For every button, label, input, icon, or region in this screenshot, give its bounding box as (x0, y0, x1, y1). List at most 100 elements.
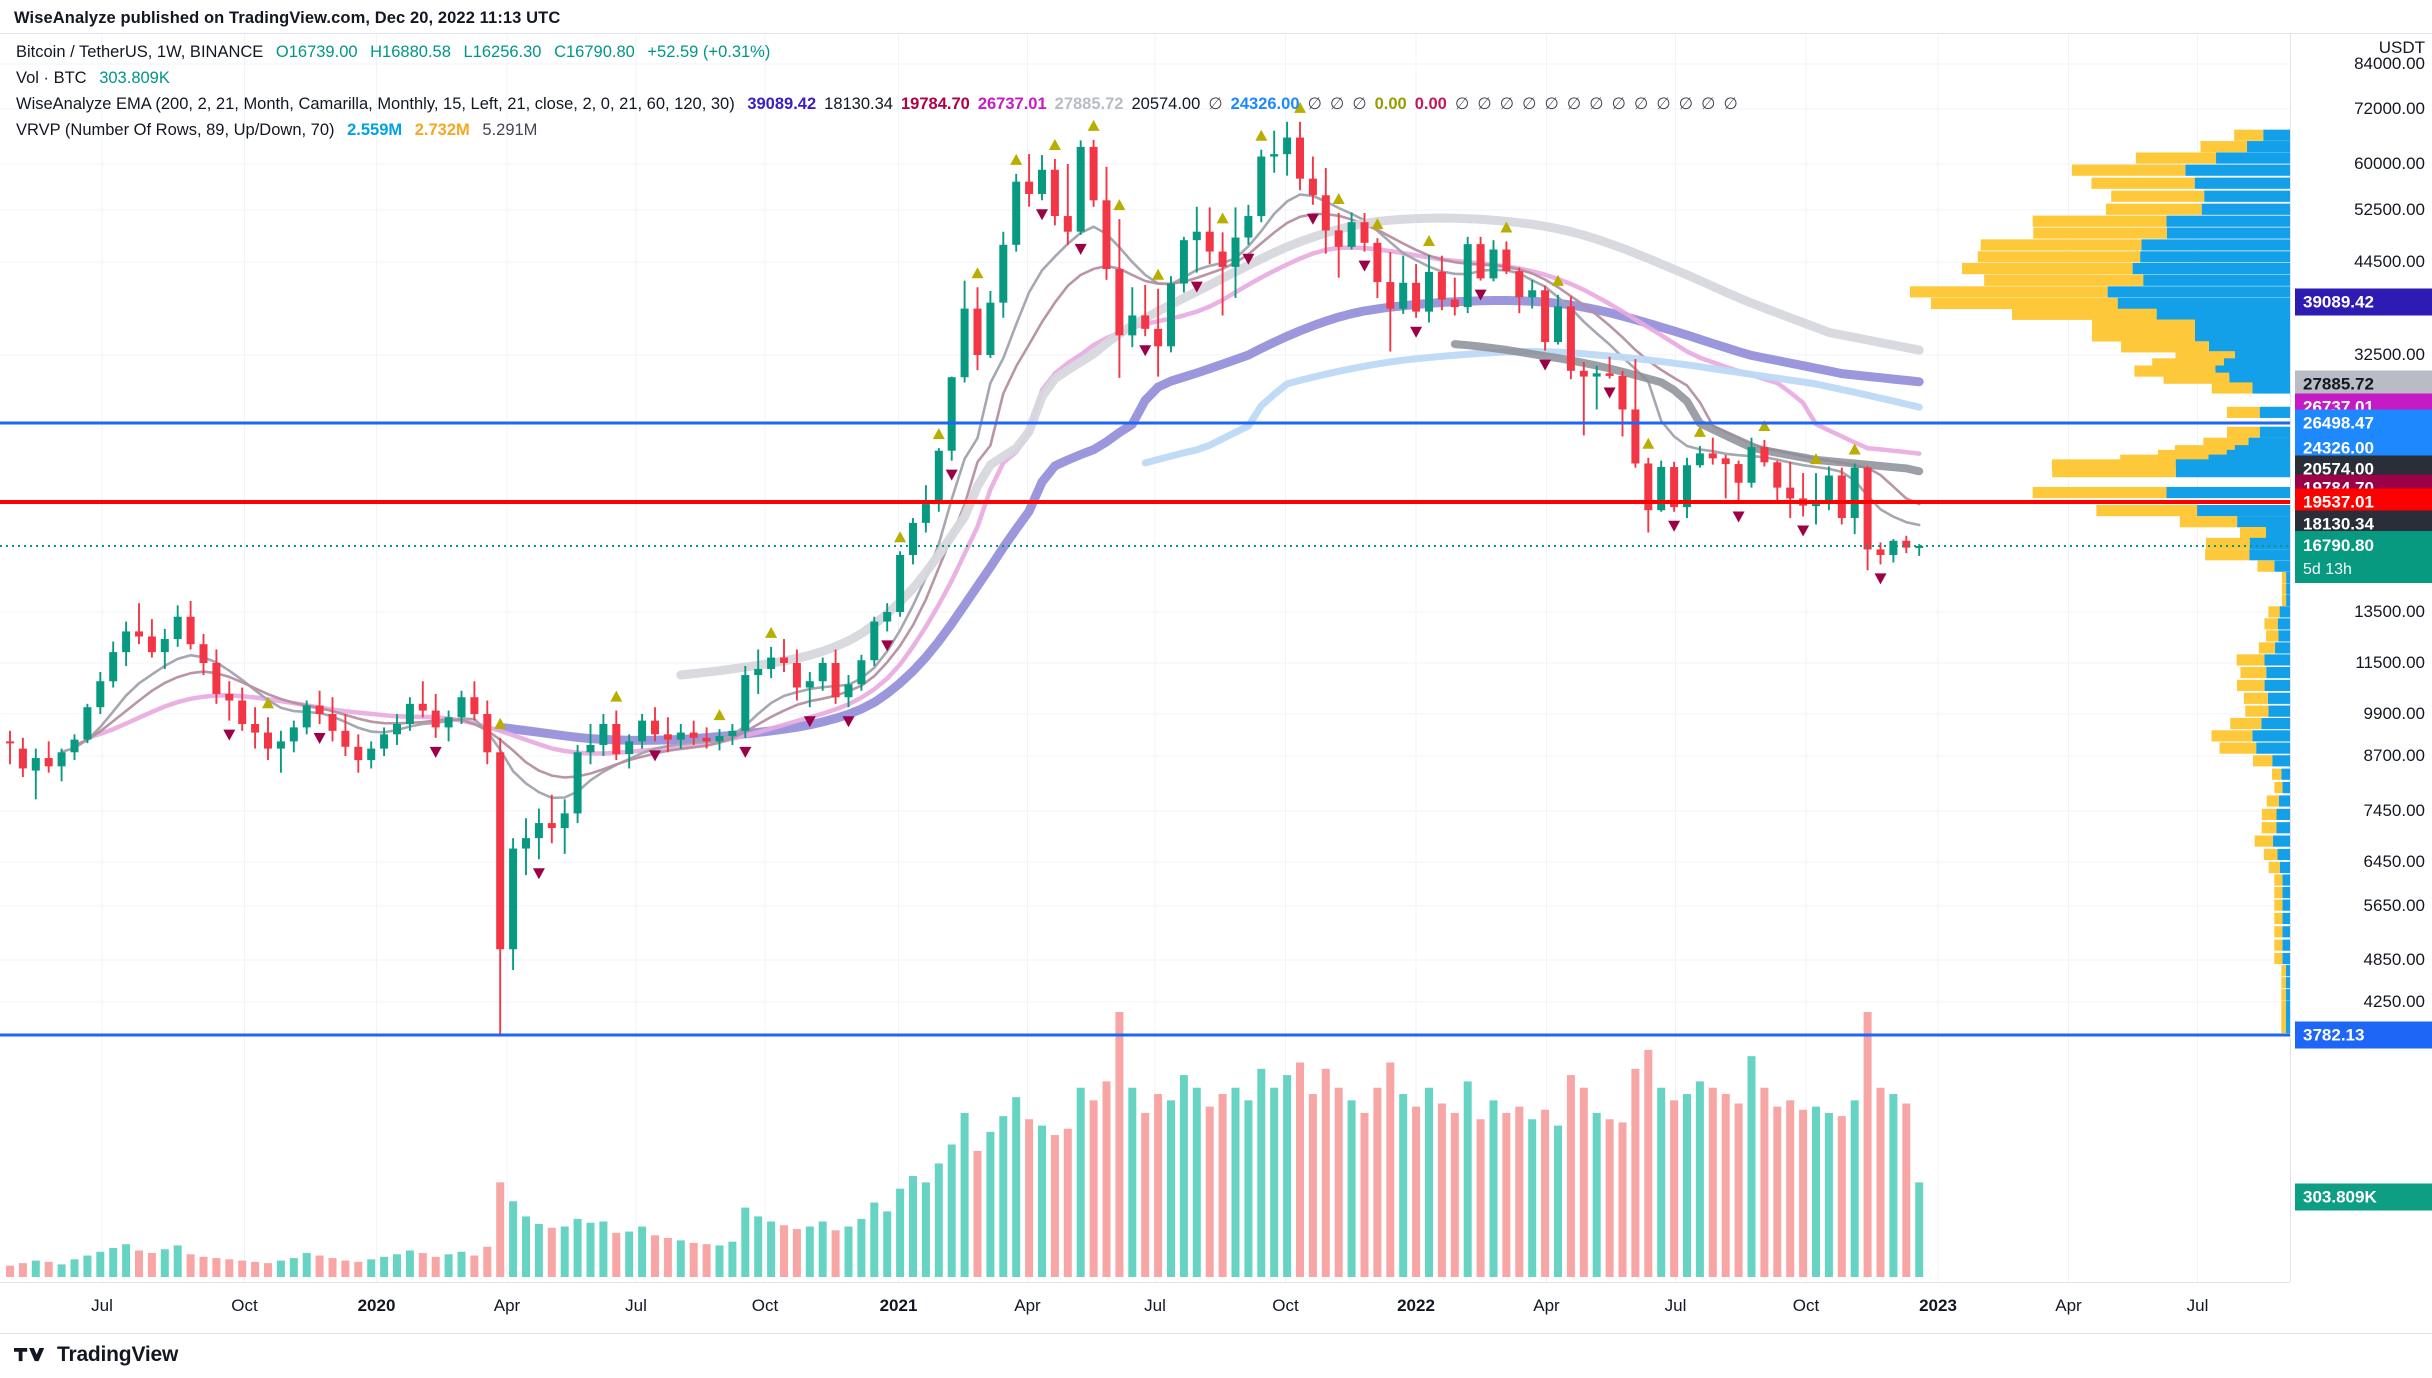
volume-profile-buy-bar (2194, 319, 2290, 331)
volume-profile-sell-bar (1910, 286, 2108, 298)
volume-histogram (6, 1012, 1924, 1277)
volume-profile-sell-bar (2281, 583, 2287, 595)
volume-profile-sell-bar (2254, 835, 2274, 847)
ema-200-label[interactable]: 39089.42 (2295, 288, 2432, 316)
candlestick-series[interactable] (6, 121, 1924, 1034)
price-axis[interactable]: USDT 84000.00 72000.00 60000.00 52500.00 4450… (2290, 34, 2432, 1282)
volume-profile-buy-bar (2286, 571, 2290, 584)
volume-profile-sell-bar (2205, 537, 2250, 550)
signal-markers (223, 101, 1887, 880)
price-axis-tick: 9900.00 (2363, 704, 2425, 723)
volume-profile[interactable] (1910, 129, 2290, 1034)
volume-profile-sell-bar (2200, 141, 2248, 153)
price-axis-tick: 4250.00 (2363, 992, 2425, 1011)
buy-marker-icon (262, 697, 274, 709)
volume-profile-buy-bar (2261, 717, 2290, 730)
time-axis-tick: Jul (1664, 1296, 1687, 1315)
tradingview-logo[interactable]: TradingView (14, 1343, 178, 1367)
volume-profile-buy-bar (2229, 372, 2290, 384)
last-price-label[interactable]: 16790.80 5d 13h (2295, 531, 2432, 583)
volume-profile-sell-bar (2236, 654, 2265, 666)
sell-marker-icon (1139, 345, 1152, 357)
volume-profile-sell-bar (2105, 203, 2202, 215)
volume-profile-sell-bar (2281, 977, 2286, 989)
volume-profile-sell-bar (2135, 152, 2217, 164)
volume-profile-buy-bar (2140, 251, 2290, 263)
time-axis-tick: Jul (1144, 1296, 1166, 1315)
volume-profile-sell-bar (2264, 618, 2278, 630)
volume-profile-sell-bar (1977, 251, 2141, 263)
volume-profile-sell-bar (1980, 239, 2142, 251)
buy-marker-icon (1810, 453, 1822, 465)
time-axis[interactable]: Jul Oct 2020 Apr Jul Oct 2021 Apr Jul Oct 2022 Apr J… (0, 1282, 2290, 1331)
buy-marker-icon (1010, 153, 1023, 165)
volume-profile-sell-bar (2163, 372, 2230, 384)
time-axis-tick: Apr (1014, 1296, 1041, 1315)
volume-profile-sell-bar (2257, 560, 2275, 572)
tradingview-mark-icon (14, 1346, 48, 1365)
volume-profile-buy-bar (2276, 808, 2290, 820)
volume-profile-sell-bar (2092, 330, 2195, 342)
sell-marker-icon (1242, 253, 1255, 265)
volume-profile-sell-bar (2266, 795, 2279, 807)
volume-profile-buy-bar (2266, 666, 2290, 679)
volume-profile-buy-bar (2278, 630, 2290, 642)
volume-profile-buy-bar (2256, 742, 2290, 754)
volume-profile-sell-bar (1962, 262, 2133, 275)
time-axis-tick: 2020 (357, 1296, 396, 1315)
volume-profile-sell-bar (2261, 808, 2277, 820)
horizontal-price-lines[interactable] (0, 421, 2290, 1037)
sell-marker-icon (739, 746, 752, 758)
sell-marker-icon (313, 733, 326, 745)
volume-profile-sell-bar (2111, 190, 2205, 202)
volume-profile-buy-bar (2277, 618, 2290, 630)
lower-band-label[interactable]: 3782.13 (2295, 1021, 2432, 1049)
tradingview-wordmark: TradingView (57, 1343, 179, 1366)
time-axis-tick: Apr (2055, 1296, 2082, 1315)
volume-profile-sell-bar (2281, 1000, 2286, 1012)
resistance-line-label[interactable]: 26498.47 (2295, 409, 2432, 437)
volume-axis-badge[interactable]: 303.809K (2295, 1183, 2432, 1211)
volume-profile-buy-bar (2282, 939, 2290, 951)
volume-profile-buy-bar (2252, 382, 2290, 394)
volume-profile-buy-bar (2276, 822, 2290, 834)
buy-marker-icon (1371, 218, 1384, 230)
buy-marker-icon (1048, 139, 1061, 151)
attribution-text: WiseAnalyze published on TradingView.com… (14, 9, 561, 27)
volume-profile-buy-bar (2204, 190, 2290, 202)
volume-profile-buy-bar (2237, 516, 2290, 528)
volume-profile-sell-bar (2175, 351, 2236, 363)
price-axis-tick: 13500.00 (2354, 602, 2425, 621)
volume-profile-sell-bar (2281, 965, 2286, 977)
volume-profile-sell-bar (2012, 308, 2157, 320)
buy-marker-icon (1216, 212, 1229, 224)
time-axis-tick: Jul (91, 1296, 113, 1315)
buy-marker-icon (1255, 129, 1268, 141)
volume-profile-buy-bar (2272, 755, 2290, 767)
volume-profile-buy-bar (2264, 679, 2290, 692)
buy-marker-icon (932, 428, 945, 440)
chart-frame: USDT 84000.00 72000.00 60000.00 52500.00 4450… (0, 33, 2432, 1334)
buy-marker-icon (971, 267, 984, 279)
volume-profile-sell-bar (2205, 549, 2250, 561)
volume-profile-sell-bar (2268, 861, 2280, 874)
sell-marker-icon (223, 729, 236, 741)
price-axis-tick: 72000.00 (2354, 99, 2425, 118)
volume-profile-buy-bar (2166, 227, 2290, 239)
chart-footer: TradingView (0, 1334, 2432, 1378)
volume-profile-sell-bar (2121, 341, 2209, 353)
price-axis-tick: 11500.00 (2355, 653, 2425, 672)
volume-profile-sell-bar (2245, 705, 2269, 717)
volume-profile-buy-bar (2117, 297, 2290, 310)
volume-profile-buy-bar (2264, 654, 2290, 666)
volume-profile-buy-bar (2216, 152, 2290, 164)
price-axis-tick: 32500.00 (2354, 345, 2425, 364)
sell-marker-icon (1603, 387, 1616, 399)
buy-marker-icon (1848, 443, 1861, 455)
ema-silver-label[interactable]: 27885.72 (2295, 370, 2432, 398)
chart-plot-area[interactable] (0, 34, 2290, 1282)
time-axis-tick: Jul (2186, 1296, 2209, 1315)
volume-profile-sell-bar (2281, 1011, 2286, 1023)
buy-marker-icon (1642, 437, 1655, 449)
volume-profile-sell-bar (2211, 382, 2253, 394)
